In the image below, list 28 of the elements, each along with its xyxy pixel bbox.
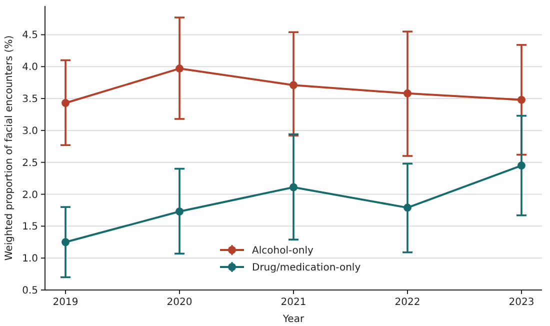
y-tick-label: 3.0: [22, 126, 38, 137]
y-tick-label: 0.5: [22, 286, 38, 296]
x-tick-label: 2023: [508, 297, 534, 308]
point: [290, 183, 298, 192]
x-axis-title: Year: [282, 314, 305, 325]
y-tick-label: 1.5: [22, 222, 38, 233]
point: [403, 204, 412, 212]
point: [403, 89, 412, 98]
x-tick-label: 2020: [166, 297, 192, 308]
point: [176, 64, 184, 73]
y-tick-label: 4.5: [22, 30, 38, 42]
x-tick-label: 2022: [394, 297, 420, 308]
point: [517, 96, 526, 104]
legend-label: Alcohol-only: [252, 246, 314, 256]
x-tick-label: 2019: [52, 297, 78, 308]
point: [290, 81, 298, 90]
y-tick-label: 4.0: [22, 62, 38, 74]
y-axis-title: Weighted proportion of facial encounters (%): [4, 35, 15, 261]
point: [62, 99, 70, 108]
y-tick-label: 2.0: [22, 190, 38, 201]
point: [517, 162, 526, 170]
x-tick-label: 2021: [280, 297, 306, 308]
point: [62, 238, 70, 246]
legend-label: Drug/medication-only: [252, 262, 361, 274]
y-tick-label: 1.0: [22, 254, 38, 265]
point: [176, 208, 184, 216]
y-tick-label: 3.5: [22, 94, 38, 106]
y-tick-label: 2.5: [22, 158, 38, 169]
